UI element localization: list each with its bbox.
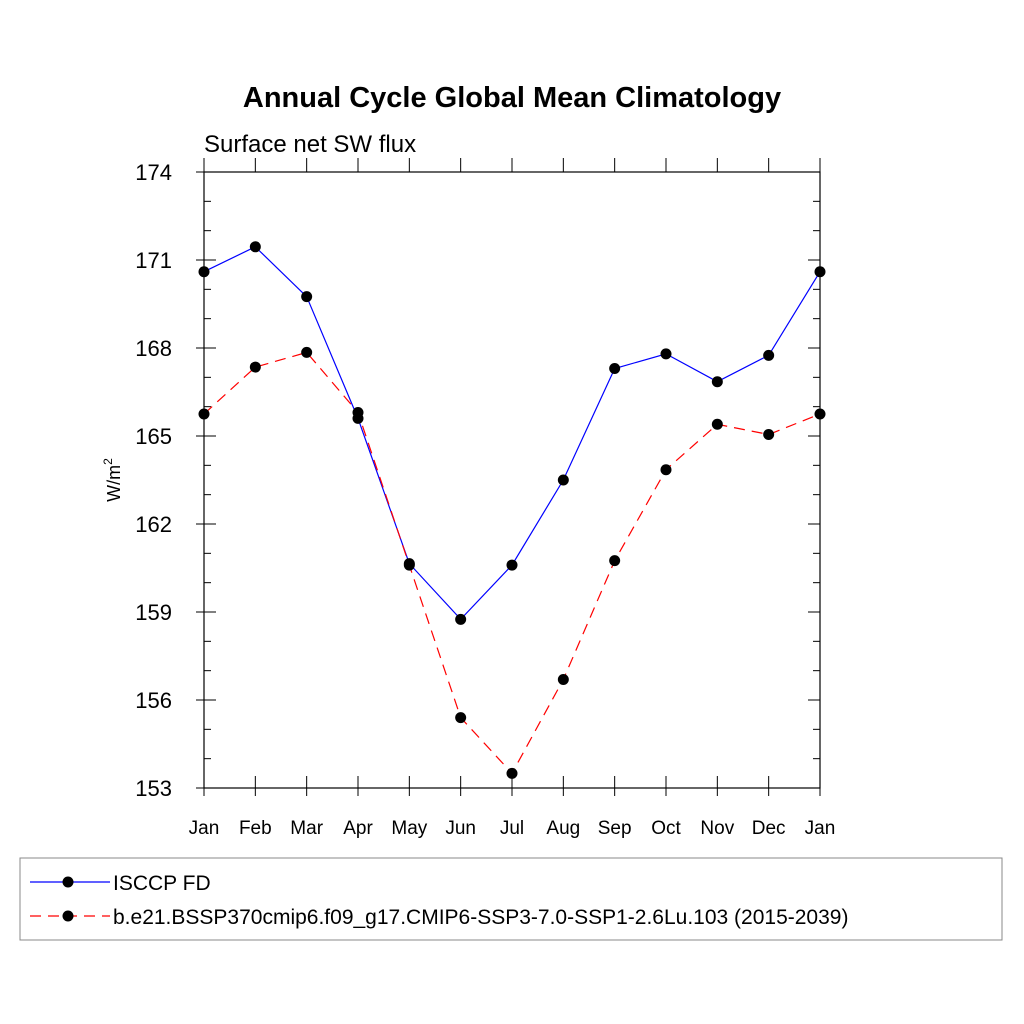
x-tick-label: Jan — [189, 818, 220, 839]
series-1-point — [403, 559, 415, 571]
chart-title: Annual Cycle Global Mean Climatology — [243, 82, 781, 114]
series-1-point — [711, 418, 723, 430]
series-1-point — [506, 767, 518, 779]
legend-marker-0 — [62, 876, 74, 888]
y-tick-label: 174 — [135, 160, 172, 185]
series-1-point — [455, 712, 467, 724]
series-1-point — [660, 464, 672, 476]
series-0-point — [557, 474, 569, 486]
legend-label-1: b.e21.BSSP370cmip6.f09_g17.CMIP6-SSP3-7.… — [113, 906, 848, 929]
series-0-point — [198, 266, 210, 278]
x-tick-label: Nov — [700, 818, 734, 839]
legend-label-0: ISCCP FD — [113, 872, 211, 895]
series-0-point — [301, 291, 313, 303]
series-0-point — [455, 613, 467, 625]
legend-box — [19, 857, 1003, 941]
x-tick-label: Mar — [290, 818, 323, 839]
x-tick-label: Dec — [752, 818, 786, 839]
y-tick-label: 168 — [135, 336, 172, 361]
x-tick-label: Oct — [651, 818, 681, 839]
legend: ISCCP FD b.e21.BSSP370cmip6.f09_g17.CMIP6… — [30, 872, 848, 929]
legend-marker-1 — [62, 910, 74, 922]
plot-frame — [203, 171, 821, 789]
axis-ticks — [196, 158, 821, 796]
series-1-point — [557, 673, 569, 685]
y-axis-label-text: W/m — [104, 465, 124, 502]
chart-subtitle: Surface net SW flux — [204, 131, 416, 158]
x-tick-label: Feb — [239, 818, 272, 839]
series-1-point — [814, 408, 826, 420]
series-1-point — [352, 407, 364, 419]
series-0-point — [763, 349, 775, 361]
series-0-point — [506, 559, 518, 571]
y-tick-label: 162 — [135, 512, 172, 537]
series-1-point — [249, 361, 261, 373]
x-tick-label: May — [391, 818, 427, 839]
series-0-point — [660, 348, 672, 360]
y-tick-label: 171 — [135, 248, 172, 273]
series-1-point — [763, 429, 775, 441]
y-axis-label: W/m2 — [101, 458, 124, 502]
x-tick-label: Aug — [546, 818, 580, 839]
series-0-point — [711, 376, 723, 388]
x-tick-label: Jul — [500, 818, 524, 839]
y-axis-label-superscript: 2 — [101, 458, 115, 465]
x-tick-label: Apr — [343, 818, 373, 839]
y-tick-label: 153 — [135, 776, 172, 801]
y-tick-label: 159 — [135, 600, 172, 625]
x-tick-labels: Jan Feb Mar Apr May Jun Jul Aug Sep Oct Nov Dec Jan — [189, 818, 836, 839]
series-1-point — [198, 408, 210, 420]
x-tick-label: Jan — [805, 818, 836, 839]
y-tick-label: 156 — [135, 688, 172, 713]
series-0-point — [814, 266, 826, 278]
svg-text:W/m2: W/m2 — [101, 458, 124, 502]
series-1-point — [609, 555, 621, 567]
y-tick-label: 165 — [135, 424, 172, 449]
y-tick-labels: 153 156 159 162 165 168 171 174 — [135, 160, 172, 801]
x-tick-label: Sep — [598, 818, 632, 839]
series-0-point — [249, 241, 261, 253]
series-0-point — [609, 363, 621, 375]
series-layer — [198, 241, 826, 779]
x-tick-label: Jun — [445, 818, 476, 839]
series-1-point — [301, 346, 313, 358]
